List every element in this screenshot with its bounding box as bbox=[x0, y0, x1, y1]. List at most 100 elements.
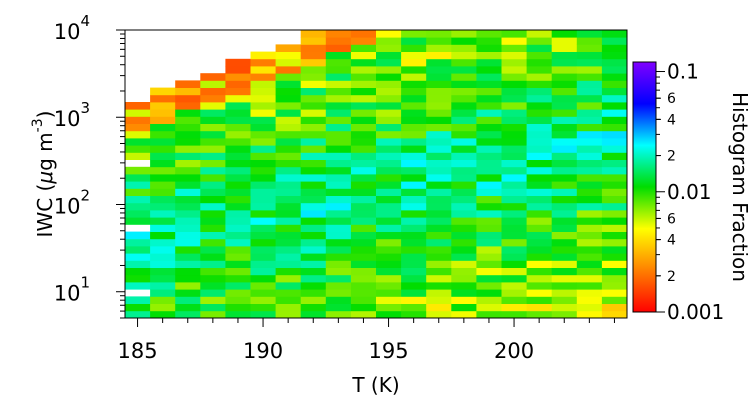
heatmap-cell bbox=[476, 181, 502, 189]
heatmap-cell bbox=[401, 58, 427, 67]
heatmap-cell bbox=[350, 152, 377, 160]
heatmap-cell bbox=[601, 73, 628, 81]
heatmap-cell bbox=[526, 44, 553, 52]
heatmap-cell bbox=[125, 152, 151, 160]
heatmap-cell bbox=[426, 116, 452, 124]
heatmap-cell bbox=[300, 87, 327, 96]
heatmap-cell bbox=[150, 267, 176, 276]
heatmap-cell bbox=[250, 289, 276, 297]
heatmap-cell bbox=[125, 202, 151, 211]
heatmap-cell bbox=[451, 217, 477, 225]
heatmap-cell bbox=[325, 282, 352, 290]
heatmap-cell bbox=[150, 238, 176, 247]
heatmap-cell bbox=[401, 123, 427, 132]
heatmap-cell bbox=[501, 44, 527, 52]
heatmap-cell bbox=[526, 130, 553, 139]
heatmap-cell bbox=[325, 123, 352, 132]
heatmap-cell bbox=[401, 289, 427, 297]
heatmap-cell bbox=[250, 246, 276, 254]
heatmap-cell bbox=[576, 80, 603, 88]
heatmap-cell bbox=[451, 116, 477, 124]
heatmap-cell bbox=[175, 282, 201, 290]
heatmap-cell bbox=[576, 58, 603, 67]
heatmap-cell bbox=[501, 94, 527, 103]
heatmap-cell bbox=[451, 51, 477, 60]
heatmap-cell bbox=[426, 66, 452, 74]
heatmap-cell bbox=[401, 296, 427, 304]
heatmap-cell bbox=[300, 224, 327, 232]
heatmap-cell bbox=[476, 231, 502, 240]
heatmap-cell bbox=[250, 159, 276, 168]
heatmap-cell bbox=[250, 130, 276, 139]
heatmap-cell bbox=[451, 73, 477, 81]
heatmap-cell bbox=[526, 94, 553, 103]
heatmap-cell bbox=[501, 152, 527, 160]
heatmap-cell bbox=[526, 116, 553, 124]
heatmap-cell bbox=[250, 188, 276, 196]
heatmap-cell bbox=[426, 37, 452, 45]
heatmap-cell bbox=[300, 188, 327, 196]
heatmap-cell bbox=[476, 130, 502, 139]
heatmap-cell bbox=[376, 289, 402, 297]
heatmap-cell bbox=[125, 246, 151, 254]
heatmap-cell bbox=[551, 231, 578, 240]
heatmap-cell bbox=[551, 37, 578, 45]
colorbar bbox=[632, 61, 657, 313]
heatmap-cell bbox=[551, 116, 578, 124]
heatmap-cell bbox=[175, 130, 201, 139]
heatmap-cell bbox=[476, 58, 502, 67]
heatmap-cell bbox=[601, 51, 628, 60]
heatmap-cell bbox=[551, 289, 578, 297]
heatmap-cell bbox=[551, 210, 578, 218]
heatmap-cell bbox=[526, 181, 553, 189]
heatmap-cell bbox=[175, 296, 201, 304]
heatmap-cell bbox=[275, 138, 302, 146]
heatmap-cell bbox=[175, 181, 201, 189]
heatmap-cell bbox=[300, 102, 327, 110]
heatmap-cell bbox=[225, 94, 251, 103]
heatmap-cell bbox=[200, 224, 226, 232]
y-tick-exp: 3 bbox=[80, 99, 90, 117]
heatmap-cell bbox=[350, 210, 377, 218]
heatmap-cell bbox=[476, 224, 502, 232]
heatmap-cell bbox=[451, 289, 477, 297]
heatmap-cell bbox=[501, 274, 527, 283]
heatmap-cell bbox=[526, 303, 553, 312]
heatmap-cell bbox=[325, 188, 352, 196]
y-tick-base: 10 bbox=[54, 20, 81, 44]
heatmap-cell bbox=[225, 289, 251, 297]
heatmap-cell bbox=[551, 217, 578, 225]
heatmap-cell bbox=[601, 246, 628, 254]
heatmap-cell bbox=[250, 166, 276, 175]
heatmap-cell bbox=[250, 231, 276, 240]
heatmap-cell bbox=[451, 130, 477, 139]
heatmap-cell bbox=[451, 37, 477, 45]
heatmap-cell bbox=[350, 188, 377, 196]
heatmap-cell bbox=[426, 267, 452, 276]
heatmap-cell bbox=[300, 303, 327, 312]
heatmap-cell bbox=[275, 152, 302, 160]
heatmap-cell bbox=[325, 181, 352, 189]
heatmap-cell bbox=[325, 80, 352, 88]
heatmap-cell bbox=[325, 94, 352, 103]
heatmap-cell bbox=[501, 296, 527, 304]
heatmap-cell bbox=[476, 116, 502, 124]
heatmap-cell bbox=[426, 289, 452, 297]
heatmap-cell bbox=[300, 238, 327, 247]
heatmap-cell bbox=[225, 260, 251, 268]
heatmap-cell bbox=[576, 87, 603, 96]
heatmap-cell bbox=[175, 231, 201, 240]
heatmap-cell bbox=[551, 238, 578, 247]
heatmap-cell bbox=[451, 87, 477, 96]
y-tick-label: 103 bbox=[54, 99, 90, 131]
heatmap-cell bbox=[576, 289, 603, 297]
heatmap-cell bbox=[451, 159, 477, 168]
heatmap-cell bbox=[601, 138, 628, 146]
heatmap-cell bbox=[275, 80, 302, 88]
heatmap-cell bbox=[501, 202, 527, 211]
heatmap-cell bbox=[601, 267, 628, 276]
heatmap-cell bbox=[250, 152, 276, 160]
heatmap-cell bbox=[426, 130, 452, 139]
heatmap-cell bbox=[451, 282, 477, 290]
heatmap-cell bbox=[200, 138, 226, 146]
